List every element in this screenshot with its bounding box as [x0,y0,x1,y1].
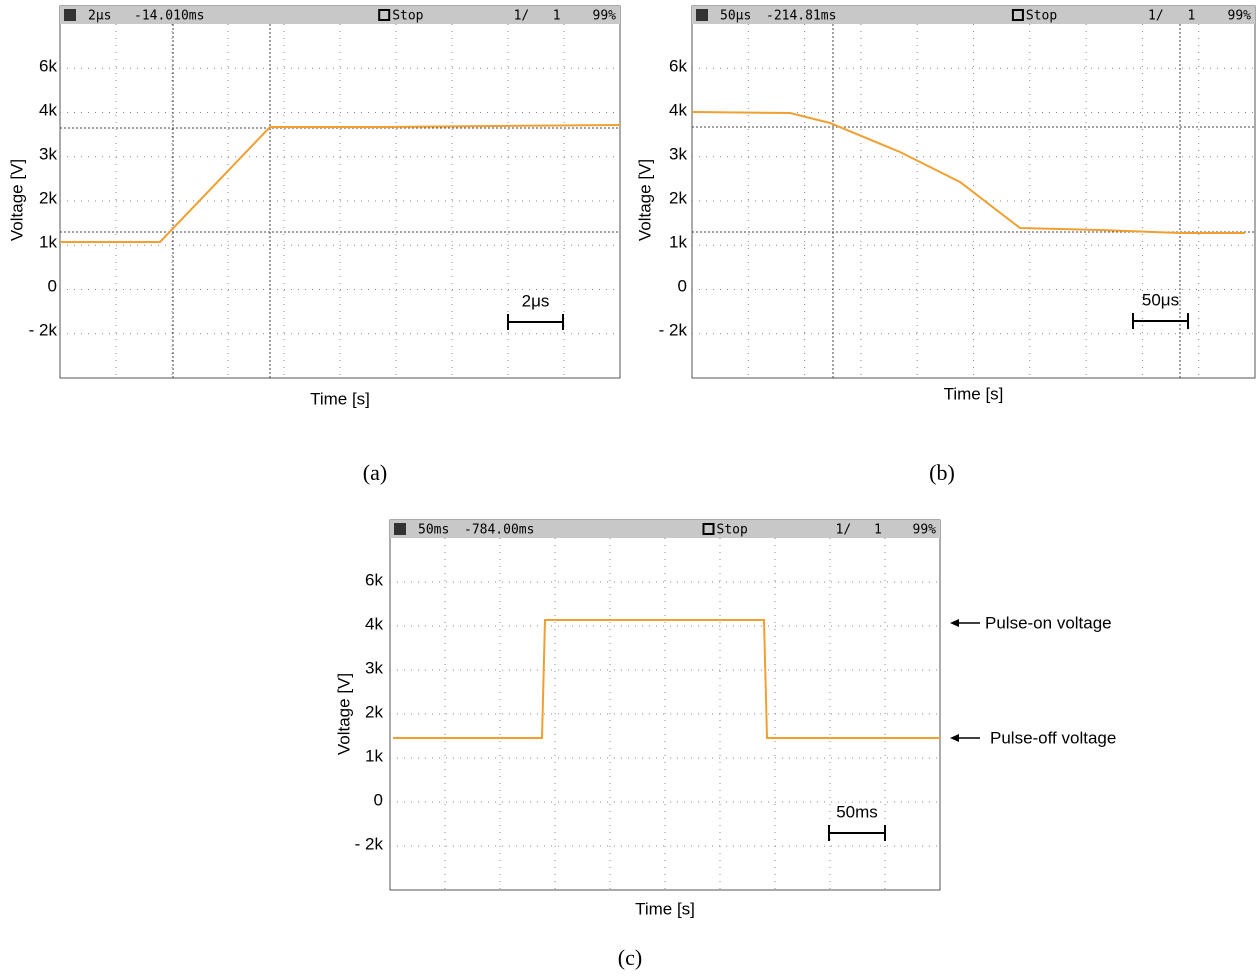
header-icon [696,9,708,21]
y-label: 1k [39,232,57,251]
arrow-head [950,619,959,627]
y-axis-label: Voltage [V] [7,159,26,241]
y-label: 1k [365,746,383,765]
x-axis-label: Time [s] [310,389,370,408]
header-total: 1 [553,9,561,24]
header-timebase: 50µs [720,9,751,24]
y-label: 4k [669,100,687,119]
y-label: 4k [39,100,57,119]
y-label: 2k [669,188,687,207]
arrow-head [950,734,959,742]
y-label: 2k [365,702,383,721]
scope-screen [390,520,940,890]
header-position: -14.010ms [134,9,204,24]
y-label: 0 [678,276,687,295]
header-mode: Stop [392,9,423,24]
annotation: Pulse-on voltage [985,613,1112,632]
y-axis-label: Voltage [V] [334,673,353,755]
y-label: 2k [39,188,57,207]
y-label: 3k [39,144,57,163]
y-label: 6k [669,56,687,75]
y-label: 1k [669,232,687,251]
header-timebase: 50ms [418,523,449,538]
y-label: 0 [374,790,383,809]
figure: 2µs -14.010ms Stop 1/1 99% 6k 4k 3k 2k 1k 0 - 2k Vol… [0,0,1259,979]
header-timebase: 2µs [88,9,111,24]
annotation: Pulse-off voltage [990,728,1116,747]
header-icon [64,9,76,21]
y-label: 3k [365,658,383,677]
header-mode: Stop [717,523,748,538]
y-label: - 2k [355,834,384,853]
caption: (b) [929,460,955,485]
header-count: 1/ [514,9,530,24]
header-position: -214.81ms [766,9,836,24]
scale-bar-label: 50ms [836,802,878,821]
y-label: 6k [39,56,57,75]
y-label: - 2k [29,320,58,339]
y-label: 0 [48,276,57,295]
x-axis-label: Time [s] [635,899,695,918]
y-label: 4k [365,614,383,633]
y-label: - 2k [659,320,688,339]
scale-bar-label: 50μs [1142,290,1179,309]
scale-bar-label: 2μs [522,291,550,310]
header-percent: 99% [1228,9,1252,24]
header-position: -784.00ms [464,523,534,538]
y-label: 3k [669,144,687,163]
caption: (a) [363,460,387,485]
header-total: 1 [1187,9,1195,24]
header-percent: 99% [593,9,617,24]
header-icon [394,523,406,535]
header-total: 1 [874,523,882,538]
y-label: 6k [365,570,383,589]
x-axis-label: Time [s] [944,384,1004,403]
header-mode: Stop [1026,9,1057,24]
header-count: 1/ [836,523,852,538]
caption: (c) [618,945,642,970]
header-count: 1/ [1148,9,1164,24]
y-axis-label: Voltage [V] [635,159,654,241]
header-percent: 99% [913,523,937,538]
